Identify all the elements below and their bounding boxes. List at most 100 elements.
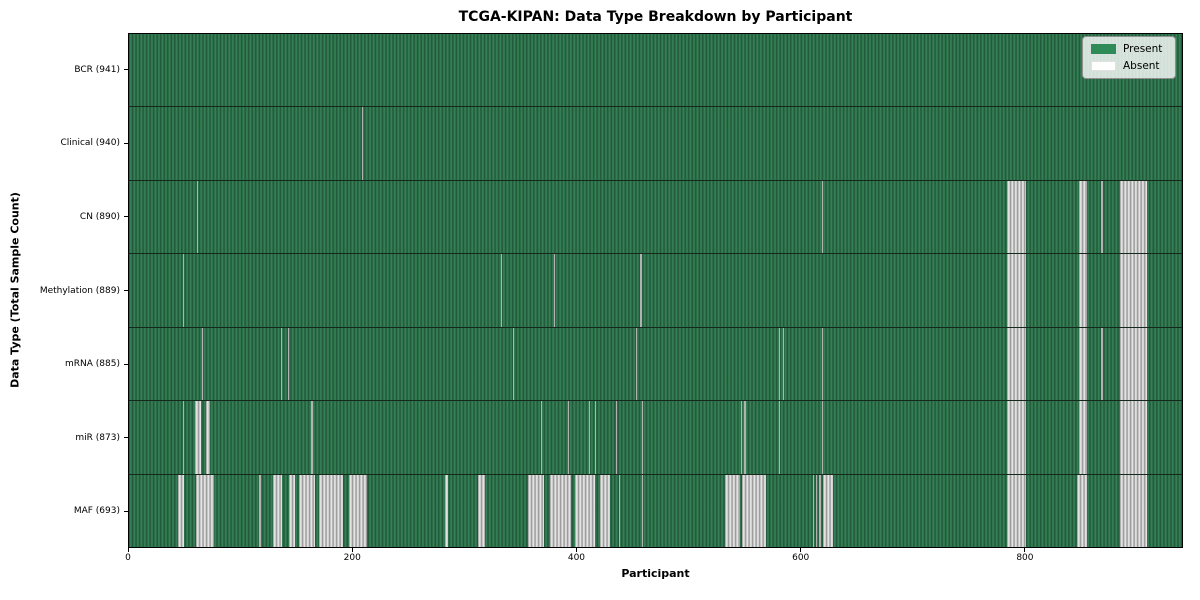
legend-item-absent: Absent	[1091, 60, 1167, 72]
absent-stripe-maf	[178, 474, 184, 547]
absent-stripe-maf	[478, 474, 485, 547]
absent-swatch-icon	[1091, 61, 1116, 71]
absent-stripe-mrna	[512, 327, 514, 401]
absent-stripe-maf	[299, 474, 315, 547]
absent-stripe-mir	[741, 401, 743, 474]
absent-stripe-maf	[319, 474, 343, 547]
absent-stripe-mir	[567, 401, 569, 474]
absent-stripe-methylation	[1007, 254, 1027, 327]
absent-stripe-maf	[600, 474, 611, 547]
x-tick-label-800: 800	[1016, 553, 1034, 563]
absent-stripe-methylation	[500, 254, 502, 327]
absent-stripe-mrna	[281, 327, 283, 401]
absent-stripe-cn	[1007, 180, 1027, 254]
absent-stripe-maf	[196, 474, 215, 547]
absent-stripe-maf	[549, 474, 571, 547]
x-axis-label: Participant	[621, 567, 690, 580]
present-swatch-icon	[1091, 44, 1116, 54]
x-tick-label-600: 600	[792, 553, 810, 563]
x-tick-mark	[800, 548, 802, 552]
absent-stripe-mir	[540, 401, 542, 474]
absent-stripe-cn	[197, 180, 199, 254]
absent-stripe-maf	[444, 474, 448, 547]
y-tick-mark	[124, 510, 128, 512]
absent-stripe-mir	[779, 401, 781, 474]
absent-stripe-methylation	[1120, 254, 1148, 327]
chart-title: TCGA-KIPAN: Data Type Breakdown by Parti…	[458, 9, 853, 25]
absent-stripe-mir	[821, 401, 823, 474]
absent-stripe-maf	[819, 474, 821, 547]
absent-stripe-maf	[619, 474, 621, 547]
absent-stripe-mir	[1079, 401, 1087, 474]
y-tick-label-maf: MAF (693)	[73, 506, 120, 517]
y-tick-label-cn: CN (890)	[79, 211, 120, 222]
absent-stripe-maf	[1007, 474, 1027, 547]
absent-stripe-mir	[588, 401, 591, 474]
y-tick-label-methylation: Methylation (889)	[39, 285, 120, 296]
absent-stripe-maf	[822, 474, 833, 547]
row-bcr	[129, 34, 1182, 108]
y-tick-label-mir: miR (873)	[75, 432, 120, 443]
absent-stripe-mir	[1120, 401, 1148, 474]
row-maf	[129, 474, 1182, 547]
absent-stripe-methylation	[640, 254, 642, 327]
absent-stripe-mir	[744, 401, 746, 474]
absent-stripe-mrna	[635, 327, 638, 401]
absent-stripe-mir	[615, 401, 617, 474]
absent-stripe-mrna	[1120, 327, 1148, 401]
absent-stripe-maf	[816, 474, 818, 547]
absent-stripe-cn	[1101, 180, 1103, 254]
x-tick-mark	[1024, 548, 1026, 552]
absent-stripe-cn	[1079, 180, 1087, 254]
absent-stripe-maf	[575, 474, 595, 547]
absent-stripe-maf	[289, 474, 295, 547]
x-tick-label-400: 400	[567, 553, 586, 563]
y-tick-label-bcr: BCR (941)	[74, 64, 120, 75]
absent-stripe-maf	[1120, 474, 1148, 547]
absent-stripe-maf	[742, 474, 766, 547]
absent-stripe-mir	[1007, 401, 1027, 474]
absent-stripe-maf	[1076, 474, 1087, 547]
absent-stripe-mrna	[1007, 327, 1027, 401]
legend-label-absent: Absent	[1123, 60, 1160, 72]
absent-stripe-mrna	[201, 327, 203, 401]
y-tick-mark	[124, 363, 128, 365]
absent-stripe-methylation	[554, 254, 556, 327]
absent-stripe-mir	[206, 401, 210, 474]
row-cn	[129, 180, 1182, 255]
absent-stripe-mir	[594, 401, 596, 474]
y-tick-mark	[124, 69, 128, 71]
x-tick-mark	[351, 548, 353, 552]
absent-stripe-mrna	[1101, 327, 1103, 401]
y-tick-mark	[124, 437, 128, 439]
absent-stripe-cn	[1120, 180, 1148, 254]
plot-area	[128, 33, 1183, 548]
legend-item-present: Present	[1091, 43, 1167, 55]
y-tick-mark	[124, 290, 128, 291]
row-methylation	[129, 254, 1182, 328]
absent-stripe-maf	[258, 474, 262, 547]
legend: Present Absent	[1082, 36, 1176, 79]
absent-stripe-mrna	[821, 327, 823, 401]
absent-stripe-mrna	[287, 327, 289, 401]
absent-stripe-mrna	[1079, 327, 1087, 401]
x-tick-mark	[127, 548, 129, 552]
x-tick-label-200: 200	[343, 553, 361, 563]
absent-stripe-methylation	[182, 254, 184, 327]
absent-stripe-maf	[349, 474, 368, 547]
absent-stripe-maf	[812, 474, 814, 547]
row-clinical	[129, 107, 1182, 181]
absent-stripe-maf	[273, 474, 283, 547]
absent-stripe-mrna	[782, 327, 784, 401]
legend-label-present: Present	[1123, 43, 1163, 55]
y-tick-mark	[124, 142, 128, 144]
x-tick-label-0: 0	[125, 553, 131, 563]
presence-matrix	[129, 34, 1182, 547]
absent-stripe-mir	[641, 401, 643, 474]
absent-stripe-mir	[182, 401, 184, 474]
y-tick-label-mrna: mRNA (885)	[65, 359, 120, 370]
row-mir	[129, 401, 1182, 475]
y-tick-mark	[124, 216, 128, 218]
absent-stripe-mrna	[779, 327, 781, 401]
